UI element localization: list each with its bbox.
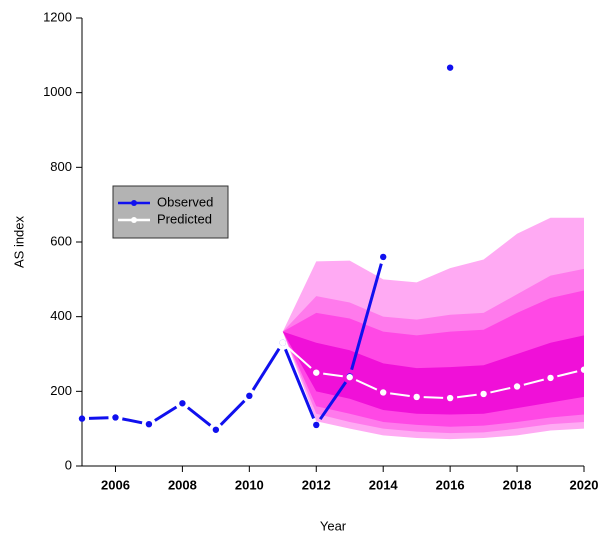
series-segment — [355, 379, 378, 391]
series-point — [112, 414, 119, 421]
series-point — [279, 339, 286, 346]
y-tick-label: 200 — [50, 383, 72, 398]
series-segment — [319, 381, 347, 421]
series-point — [313, 421, 320, 429]
x-axis-label: Year — [320, 518, 347, 533]
series-segment — [423, 396, 444, 399]
x-tick-label: 2012 — [302, 477, 331, 492]
y-tick-label: 1000 — [43, 84, 72, 99]
legend-marker — [131, 200, 137, 206]
series-point — [246, 392, 253, 400]
series-point — [446, 394, 454, 402]
series-segment — [557, 370, 578, 378]
x-tick-label: 2006 — [101, 477, 130, 492]
series-point — [580, 366, 588, 373]
series-segment — [390, 392, 410, 397]
series-segment — [251, 347, 281, 391]
series-point — [346, 373, 353, 381]
x-tick-label: 2014 — [369, 477, 399, 492]
series-point — [446, 64, 454, 71]
series-point — [313, 369, 320, 376]
series-point — [380, 389, 387, 396]
series-segment — [122, 417, 143, 425]
series-segment — [186, 406, 212, 427]
y-tick-label: 400 — [50, 308, 72, 323]
series-point — [413, 393, 420, 401]
series-point — [212, 426, 220, 433]
y-tick-label: 1200 — [43, 9, 72, 24]
series-segment — [287, 346, 312, 369]
series-point — [380, 253, 387, 261]
series-segment — [88, 416, 109, 420]
legend-box — [112, 185, 229, 239]
series-point — [547, 374, 554, 382]
series-segment — [350, 263, 383, 371]
x-tick-label: 2020 — [570, 477, 599, 492]
y-tick-label: 0 — [65, 457, 72, 472]
y-tick-label: 800 — [50, 159, 72, 174]
y-axis-label: AS index — [11, 215, 26, 268]
legend-label: Predicted — [157, 211, 212, 226]
series-segment — [154, 405, 178, 422]
series-point — [78, 415, 86, 422]
series-segment — [323, 372, 343, 378]
series-point — [480, 390, 487, 398]
series-segment — [490, 387, 511, 394]
x-tick-label: 2008 — [168, 477, 197, 492]
series-point — [513, 383, 521, 390]
x-tick-label: 2010 — [235, 477, 264, 492]
x-tick-label: 2018 — [503, 477, 532, 492]
legend-marker — [131, 217, 137, 223]
series-segment — [523, 378, 545, 386]
y-tick-label: 600 — [50, 233, 72, 248]
x-tick-label: 2016 — [436, 477, 465, 492]
series-segment — [284, 348, 316, 420]
series-point — [179, 400, 186, 407]
series-segment — [219, 399, 246, 426]
series-point — [145, 420, 153, 428]
legend-label: Observed — [157, 194, 213, 209]
fan-band — [282, 331, 584, 415]
series-segment — [456, 393, 477, 399]
